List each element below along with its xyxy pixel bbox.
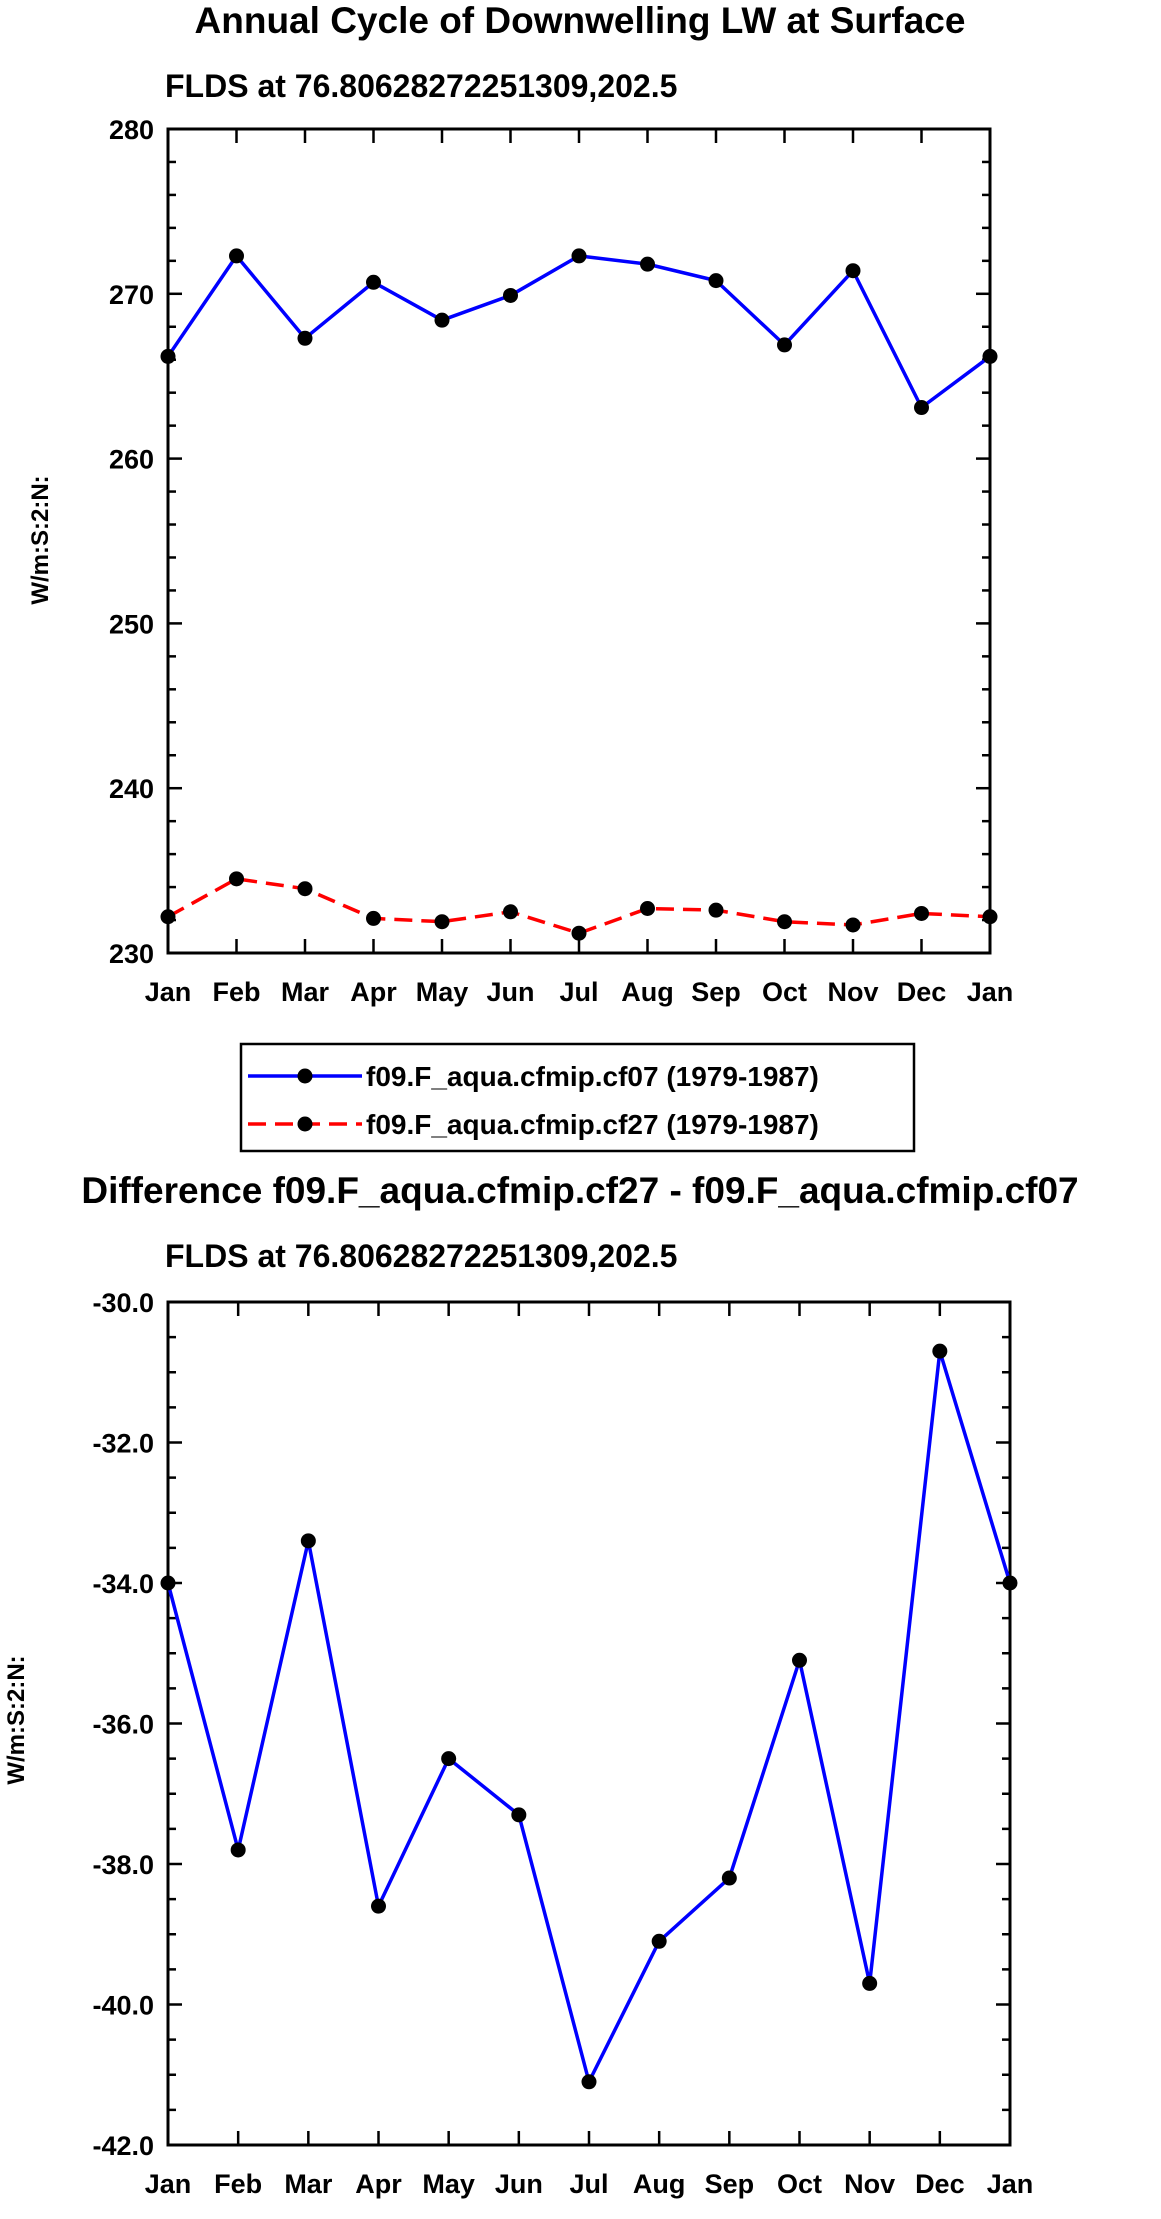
data-point-series-1 (708, 273, 724, 289)
data-point-series-1 (503, 287, 518, 303)
chart-1-marks (160, 248, 998, 941)
x-tick-label: Feb (214, 2169, 262, 2199)
y-tick-label: 240 (109, 774, 154, 804)
data-point-series-1 (434, 312, 450, 328)
data-point-series-1 (160, 1575, 176, 1591)
chart-difference: Difference f09.F_aqua.cfmip.cf27 - f09.F… (3, 1170, 1079, 2199)
x-tick-label: Jan (145, 977, 192, 1007)
data-point-series-1 (862, 1975, 878, 1991)
y-tick-label: -30.0 (92, 1288, 154, 1318)
x-tick-label: Mar (281, 977, 330, 1007)
y-tick-label: -42.0 (92, 2131, 154, 2161)
data-point-series-1 (721, 1870, 737, 1886)
data-point-series-1 (300, 1533, 316, 1549)
data-point-series-2 (571, 925, 587, 941)
y-tick-label: -34.0 (92, 1569, 154, 1599)
y-tick-label: -32.0 (92, 1429, 154, 1459)
x-tick-label: Sep (705, 2169, 755, 2199)
data-point-series-2 (503, 904, 518, 920)
y-tick-label: -40.0 (92, 1991, 154, 2021)
y-tick-label: 250 (109, 609, 154, 639)
legend-marker-series-2 (297, 1116, 313, 1132)
x-tick-label: Apr (350, 977, 397, 1007)
x-tick-label: Jan (987, 2169, 1034, 2199)
x-tick-label: Aug (633, 2169, 685, 2199)
data-point-series-2 (640, 901, 655, 917)
data-point-series-2 (845, 917, 861, 933)
chart-1-tick-labels: 230 240 250 260 270 280 Jan Feb Mar Apr May Jun Jul A… (109, 115, 1013, 1007)
chart-1-axes (166, 127, 992, 955)
chart-1-subtitle: FLDS at 76.80628272251309,202.5 (165, 68, 677, 104)
legend: f09.F_aqua.cfmip.cf07 (1979-1987) f09.F_… (239, 1042, 916, 1153)
y-tick-label: 230 (109, 939, 154, 969)
x-tick-label: Jan (145, 2169, 192, 2199)
data-point-series-1 (792, 1652, 807, 1668)
x-tick-label: Aug (621, 977, 673, 1007)
data-point-series-1 (932, 1343, 948, 1359)
data-point-series-1 (441, 1751, 457, 1767)
data-point-series-2 (229, 871, 244, 887)
data-point-series-1 (366, 274, 381, 290)
x-tick-label: Jun (495, 2169, 543, 2199)
x-tick-label: May (422, 2169, 475, 2199)
chart-1-title: Annual Cycle of Downwelling LW at Surfac… (195, 0, 966, 41)
data-point-series-1 (229, 248, 244, 264)
y-tick-label: 260 (109, 445, 154, 475)
data-point-series-1 (371, 1898, 386, 1914)
x-tick-label: Sep (691, 977, 741, 1007)
data-point-series-1 (845, 263, 861, 279)
y-tick-label: 280 (109, 115, 154, 145)
data-point-series-2 (434, 914, 450, 930)
data-point-series-1 (914, 400, 929, 416)
data-point-series-2 (777, 914, 792, 930)
data-point-series-1 (1002, 1575, 1018, 1591)
data-point-series-1 (511, 1807, 527, 1823)
data-point-series-2 (366, 910, 381, 926)
data-point-series-1 (640, 256, 655, 272)
chart-2-title: Difference f09.F_aqua.cfmip.cf27 - f09.F… (81, 1170, 1078, 1211)
chart-2-marks (160, 1343, 1018, 2090)
chart-1-ylabel: W/m:S:2:N: (27, 475, 54, 604)
legend-box (239, 1042, 916, 1153)
y-tick-label: -36.0 (92, 1710, 154, 1740)
x-tick-label: Apr (355, 2169, 402, 2199)
chart-2-axes (166, 1300, 1012, 2147)
legend-marker-series-1 (297, 1068, 313, 1084)
x-tick-label: Mar (284, 2169, 333, 2199)
data-point-series-1 (651, 1933, 667, 1949)
data-point-series-2 (160, 909, 176, 925)
legend-label-series-1: f09.F_aqua.cfmip.cf07 (1979-1987) (366, 1061, 819, 1092)
chart-2-subtitle: FLDS at 76.80628272251309,202.5 (165, 1238, 677, 1274)
x-tick-label: Jan (967, 977, 1014, 1007)
y-tick-label: -38.0 (92, 1850, 154, 1880)
x-tick-label: May (416, 977, 469, 1007)
data-point-series-1 (982, 348, 998, 364)
data-point-series-2 (708, 902, 724, 918)
data-point-series-2 (982, 909, 998, 925)
chart-2-ylabel: W/m:S:2:N: (3, 1655, 30, 1784)
x-tick-label: Dec (897, 977, 947, 1007)
x-tick-label: Nov (827, 977, 878, 1007)
chart-annual-cycle: Annual Cycle of Downwelling LW at Surfac… (27, 0, 1013, 1007)
data-point-series-1 (230, 1842, 246, 1858)
x-tick-label: Feb (212, 977, 260, 1007)
x-tick-label: Oct (777, 2169, 822, 2199)
data-point-series-1 (571, 248, 587, 264)
data-point-series-2 (914, 905, 929, 921)
data-point-series-1 (160, 348, 176, 364)
x-tick-label: Nov (844, 2169, 895, 2199)
x-tick-label: Oct (762, 977, 807, 1007)
chart-2-tick-labels: -42.0 -40.0 -38.0 -36.0 -34.0 -32.0 -30.0 Jan Fe… (92, 1288, 1033, 2199)
data-point-series-2 (297, 881, 313, 897)
x-tick-label: Dec (915, 2169, 965, 2199)
y-tick-label: 270 (109, 280, 154, 310)
legend-label-series-2: f09.F_aqua.cfmip.cf27 (1979-1987) (366, 1109, 819, 1140)
data-point-series-1 (777, 337, 792, 353)
x-tick-label: Jul (569, 2169, 608, 2199)
data-point-series-1 (297, 330, 313, 346)
x-tick-label: Jun (486, 977, 534, 1007)
data-point-series-1 (581, 2074, 597, 2090)
x-tick-label: Jul (559, 977, 598, 1007)
